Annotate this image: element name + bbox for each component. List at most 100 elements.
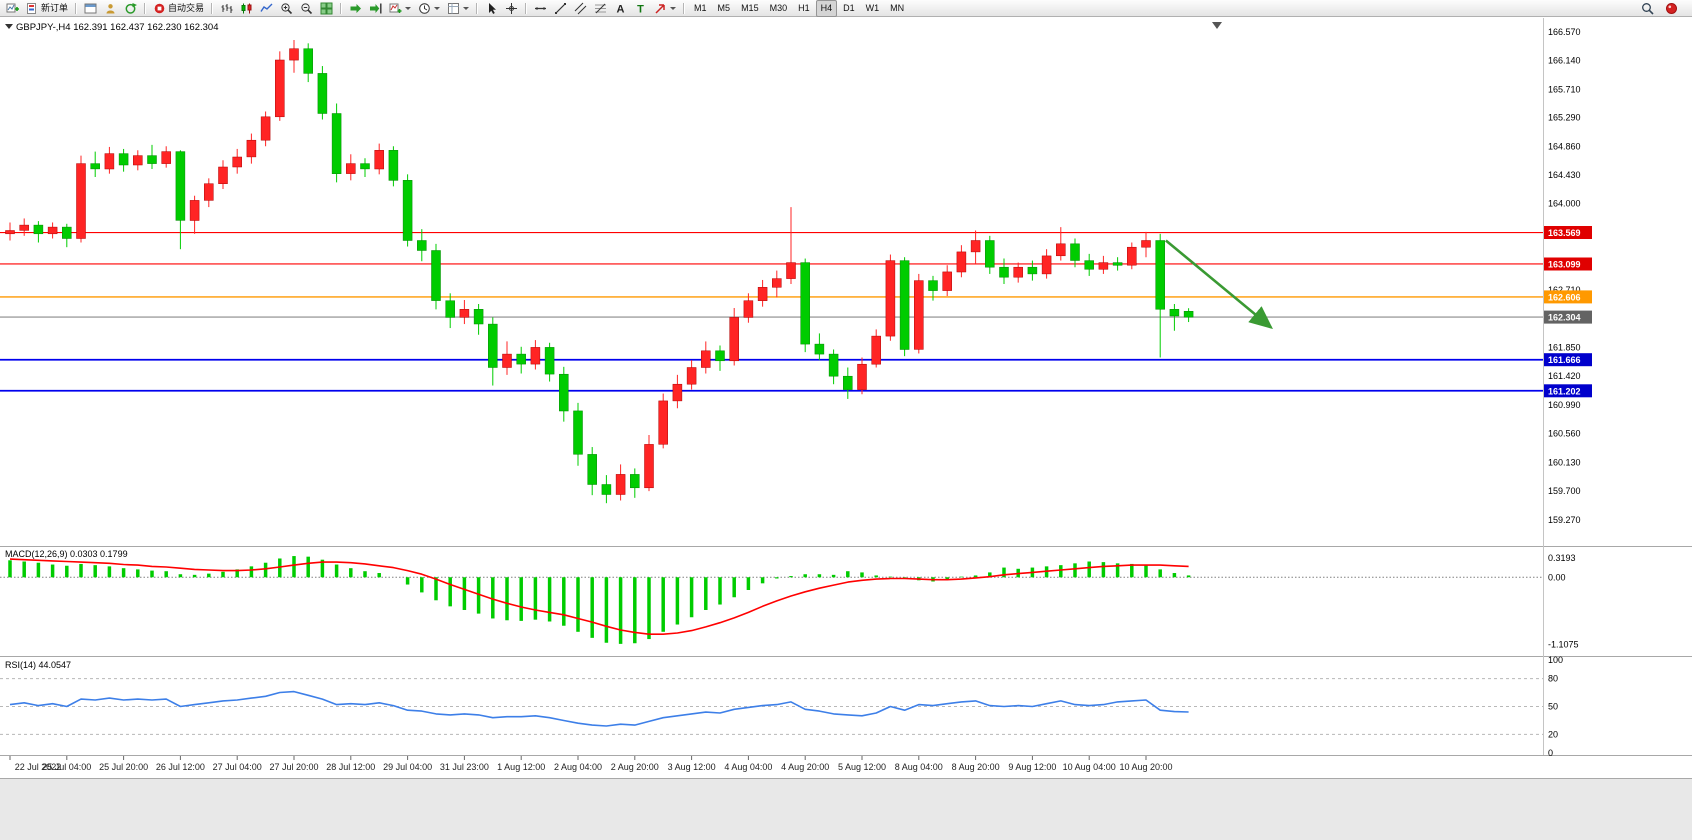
svg-text:161.850: 161.850 [1548, 342, 1581, 352]
svg-text:25 Jul 04:00: 25 Jul 04:00 [42, 762, 91, 772]
svg-text:159.700: 159.700 [1548, 486, 1581, 496]
tf-m1-button[interactable]: M1 [689, 0, 712, 17]
svg-text:29 Jul 04:00: 29 Jul 04:00 [383, 762, 432, 772]
toolbar-separator [340, 2, 343, 14]
svg-text:10 Aug 04:00: 10 Aug 04:00 [1063, 762, 1116, 772]
tf-w1-button[interactable]: W1 [861, 0, 885, 17]
pane-separators[interactable] [0, 18, 1692, 756]
cursor-icon [489, 2, 497, 14]
svg-text:8 Aug 04:00: 8 Aug 04:00 [895, 762, 943, 772]
new-order-button[interactable]: 新订单 [23, 0, 71, 17]
chart-window[interactable]: 166.570 166.140 165.710 165.290 164.860 164.4… [0, 18, 1692, 778]
tile-windows-button[interactable] [317, 0, 336, 17]
auto-scroll-button[interactable] [346, 0, 365, 17]
rsi-pane[interactable]: 100 80 50 20 0 [0, 655, 1563, 758]
bars-icon [221, 3, 233, 13]
status-area [0, 778, 1692, 840]
svg-text:A: A [617, 3, 625, 15]
svg-text:5 Aug 12:00: 5 Aug 12:00 [838, 762, 886, 772]
autotrading-button-label: 自动交易 [168, 2, 205, 13]
macd-pane[interactable]: 0.3193 0.00 -1.1075 [0, 553, 1579, 649]
svg-text:163.569: 163.569 [1548, 228, 1581, 238]
market-watch-button[interactable] [81, 0, 100, 17]
chart-title: GBPJPY-,H4 162.391 162.437 162.230 162.3… [16, 22, 219, 33]
svg-text:10 Aug 20:00: 10 Aug 20:00 [1119, 762, 1172, 772]
line-icon [260, 3, 273, 12]
svg-text:165.710: 165.710 [1548, 84, 1581, 94]
tf-m30-button-label: M30 [769, 2, 788, 13]
chart-canvas[interactable]: 166.570 166.140 165.710 165.290 164.860 164.4… [0, 18, 1692, 778]
templates-button[interactable] [444, 0, 472, 17]
candlestick-button[interactable] [237, 0, 256, 17]
text-label-button[interactable]: T [631, 0, 650, 17]
svg-text:4 Aug 20:00: 4 Aug 20:00 [781, 762, 829, 772]
svg-text:161.420: 161.420 [1548, 371, 1581, 381]
navigator-button[interactable] [101, 0, 120, 17]
market-watch-icon [84, 3, 97, 13]
price-badge [1544, 257, 1592, 271]
candles-icon [241, 3, 252, 13]
terminal-button[interactable] [121, 0, 140, 17]
tf-m15-button[interactable]: M15 [736, 0, 764, 17]
dropdown-caret-icon [670, 6, 677, 10]
price-badge [1544, 310, 1592, 324]
indicators-button[interactable] [386, 0, 414, 17]
price-scale[interactable]: 166.570 166.140 165.710 165.290 164.860 164.4… [1544, 27, 1592, 525]
arrows-icon [655, 3, 665, 14]
svg-text:31 Jul 23:00: 31 Jul 23:00 [440, 762, 489, 772]
price-badge [1544, 290, 1592, 304]
tf-d1-button[interactable]: D1 [838, 0, 860, 17]
price-badge [1544, 384, 1592, 398]
crosshair-button[interactable] [502, 0, 521, 17]
search-button[interactable] [1638, 0, 1657, 17]
toolbar-separator [75, 2, 78, 14]
svg-text:26 Jul 12:00: 26 Jul 12:00 [156, 762, 205, 772]
main-pane[interactable] [0, 22, 1543, 504]
svg-text:2 Aug 04:00: 2 Aug 04:00 [554, 762, 602, 772]
toolbar-separator [476, 2, 479, 14]
zoom-out-button[interactable] [297, 0, 316, 17]
community-icon [1666, 2, 1677, 14]
tf-h4-button[interactable]: H4 [815, 0, 838, 17]
channel-button[interactable] [571, 0, 590, 17]
svg-text:160.560: 160.560 [1548, 429, 1581, 439]
arrows-button[interactable] [651, 0, 679, 17]
svg-text:-1.1075: -1.1075 [1548, 639, 1579, 649]
periods-button[interactable] [415, 0, 443, 17]
autotrading-button[interactable]: 自动交易 [150, 0, 207, 17]
chart-shift-button[interactable] [366, 0, 385, 17]
navigator-icon [106, 3, 115, 13]
community-button[interactable] [1662, 0, 1681, 17]
text-button[interactable]: A [611, 0, 630, 17]
trendline-button[interactable] [551, 0, 570, 17]
channel-icon [574, 2, 587, 14]
tf-w1-button-label: W1 [865, 2, 880, 13]
line-chart-button[interactable] [257, 0, 276, 17]
tf-h4-button-label: H4 [820, 2, 833, 13]
svg-text:25 Jul 20:00: 25 Jul 20:00 [99, 762, 148, 772]
svg-text:1 Aug 12:00: 1 Aug 12:00 [497, 762, 545, 772]
indicators-icon [389, 3, 402, 13]
tf-m5-button-label: M5 [717, 2, 731, 13]
tf-h1-button-label: H1 [798, 2, 810, 13]
one-click-trading-toggle-icon[interactable] [5, 24, 13, 29]
new-chart-button[interactable] [3, 0, 22, 17]
bar-chart-button[interactable] [217, 0, 236, 17]
fibonacci-button[interactable] [591, 0, 610, 17]
dropdown-caret-icon [405, 6, 412, 10]
cursor-button[interactable] [482, 0, 501, 17]
tf-m30-button[interactable]: M30 [765, 0, 793, 17]
toolbar-separator [211, 2, 214, 14]
tf-h1-button[interactable]: H1 [793, 0, 815, 17]
tf-m5-button[interactable]: M5 [713, 0, 736, 17]
svg-text:9 Aug 12:00: 9 Aug 12:00 [1008, 762, 1056, 772]
zoom-out-icon [301, 2, 313, 14]
horizontal-line-button[interactable] [531, 0, 550, 17]
dropdown-caret-icon [434, 6, 441, 10]
toolbar-separator [525, 2, 528, 14]
svg-text:27 Jul 04:00: 27 Jul 04:00 [213, 762, 262, 772]
tf-mn-button[interactable]: MN [885, 0, 909, 17]
zoom-in-button[interactable] [277, 0, 296, 17]
